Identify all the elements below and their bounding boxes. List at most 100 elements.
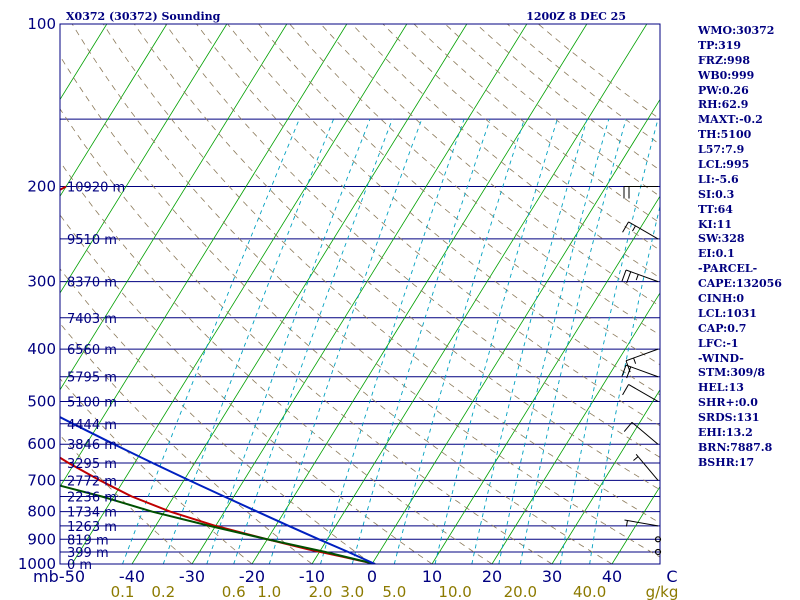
mixing-ratio-label: 0.6 (222, 583, 246, 600)
mixing-ratio-label: 2.0 (309, 583, 333, 600)
plot-frame (59, 23, 661, 565)
dry-adiabat-line (60, 108, 553, 564)
pressure-tick-label: 600 (27, 435, 56, 453)
isotherm-line (60, 24, 168, 198)
temperature-tick-label: 0 (367, 567, 377, 586)
isotherm-line (311, 24, 648, 564)
wind-barb-flag (621, 269, 627, 282)
stat-line: L57:7.9 (698, 143, 745, 157)
mixing-ratio-label: 5.0 (382, 583, 406, 600)
stat-line: SI:0.3 (698, 187, 735, 201)
isotherm-line (131, 24, 468, 564)
pressure-tick-label: 900 (27, 530, 56, 548)
station-title: X0372 (30372) Sounding (66, 10, 221, 23)
pressure-tick-label: 700 (27, 471, 56, 489)
wind-barb-staff (631, 421, 659, 445)
pressure-tick-label: 1000 (18, 555, 56, 573)
wind-barb-half-flag (632, 225, 636, 232)
mixing-ratio-line (471, 118, 588, 564)
height-label: 4444 m (67, 418, 117, 433)
dry-adiabat-line (60, 55, 613, 564)
isotherm-line (60, 24, 228, 294)
temperature-tick-label: 30 (542, 567, 562, 586)
height-label: 2236 m (67, 491, 117, 506)
stat-line: MAXT:-0.2 (698, 113, 763, 127)
wind-barb-staff (628, 384, 659, 402)
height-label: 5100 m (67, 395, 117, 410)
height-label: 5795 m (67, 371, 117, 386)
pressure-tick-label: 800 (27, 503, 56, 521)
mixing-ratio-line (589, 204, 660, 564)
stat-line: SW:328 (698, 232, 745, 246)
dry-adiabat-line (60, 322, 313, 564)
stat-line: LI:-5.6 (698, 172, 739, 186)
wind-barb-staff (625, 348, 659, 362)
calm-wind-circle (654, 548, 662, 556)
height-label: 1734 m (67, 506, 117, 521)
pressure-tick-label: 100 (27, 15, 56, 33)
height-label: 399 m (67, 546, 109, 561)
isotherm-line (551, 389, 660, 564)
dry-adiabat-line (382, 24, 660, 251)
wind-barb-flag (623, 422, 633, 432)
isotherm-line (71, 24, 408, 564)
dry-adiabat-line (71, 24, 660, 558)
pressure-tick-label: 400 (27, 340, 56, 358)
height-label: 10920 m (67, 181, 125, 196)
isotherm-line (60, 24, 348, 488)
stat-line: FRZ:998 (698, 53, 751, 67)
stat-line: PW:0.26 (698, 83, 749, 97)
mixing-ratio-line (519, 118, 627, 564)
pressure-tick-label: 200 (27, 178, 56, 196)
height-label: 9510 m (67, 233, 117, 248)
stat-line: BRN:7887.8 (698, 440, 773, 454)
stat-line: EHI:13.2 (698, 426, 753, 440)
stat-line: RH:62.9 (698, 98, 749, 112)
stats-panel: WMO:30372 TP:319 FRZ:998 WB0:999 PW:0.26 RH:6… (698, 24, 798, 471)
stat-line: EI:0.1 (698, 247, 735, 261)
grid-layer (60, 24, 660, 564)
dry-adiabat-line (133, 24, 660, 491)
wind-barb-half-flag (633, 357, 637, 364)
stat-line: TH:5100 (698, 128, 752, 142)
temperature-tick-label: -30 (179, 567, 205, 586)
temperature-tick-label: 10 (422, 567, 442, 586)
mixing-ratio-line (498, 118, 610, 564)
wind-barb-staff (625, 364, 659, 378)
height-label: 3846 m (67, 438, 117, 453)
stat-line: SHR+:0.0 (698, 396, 758, 410)
wind-barb-flag (622, 221, 629, 233)
parcel-line (60, 415, 376, 564)
stat-line: TT:64 (698, 202, 733, 216)
height-label: 3295 m (67, 457, 117, 472)
stat-line: KI:11 (698, 217, 733, 231)
stat-line: LFC:-1 (698, 336, 739, 350)
stat-line: -PARCEL- (698, 262, 758, 276)
dry-adiabat-line (60, 268, 373, 564)
mixing-ratio-line (206, 118, 371, 564)
wind-barb-half-flag (625, 520, 628, 527)
mixing-ratio-line (233, 118, 393, 564)
g-kg-unit-label: g/kg (646, 583, 679, 600)
isotherm-line (60, 24, 288, 391)
mixing-ratio-label: 40.0 (573, 583, 606, 600)
wind-barb-flag (626, 271, 632, 284)
mixing-ratio-label: 0.1 (111, 583, 135, 600)
stat-line: LCL:1031 (698, 306, 757, 320)
mixing-ratio-line (351, 118, 491, 564)
temperature-tick-label: -20 (239, 567, 265, 586)
wind-barb-staff (635, 453, 659, 481)
height-label: 1263 m (67, 520, 117, 535)
stat-line: CAP:0.7 (698, 321, 747, 335)
dry-adiabat-line (320, 24, 660, 307)
temperature-line (60, 185, 376, 564)
stat-line: CINH:0 (698, 292, 745, 306)
dry-adiabat-line (258, 24, 660, 366)
height-label: 819 m (67, 533, 109, 548)
stat-line: BSHR:17 (698, 455, 755, 469)
stat-line: WB0:999 (698, 68, 755, 82)
height-label: 0 m (67, 558, 92, 573)
mixing-ratio-label: 20.0 (504, 583, 537, 600)
pressure-tick-label: 300 (27, 273, 56, 291)
